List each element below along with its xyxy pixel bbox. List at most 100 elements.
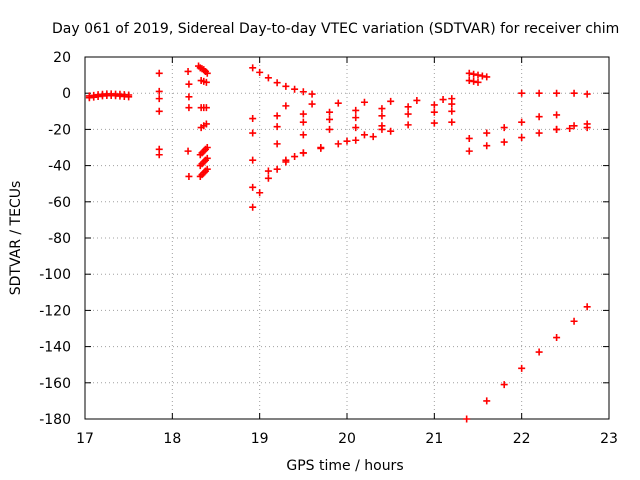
data-point [404,121,412,129]
data-point [470,77,478,85]
data-point [155,107,163,115]
data-point [264,74,272,82]
data-point [203,165,211,173]
series-track-e [197,104,210,112]
data-point [256,189,264,197]
data-point [465,77,473,85]
data-point [185,172,193,180]
data-point [326,108,334,116]
data-point [553,89,561,97]
data-point [463,415,471,423]
y-tick-label: -100 [39,267,71,283]
data-point [465,134,473,142]
data-point [387,127,395,135]
data-point [308,90,316,98]
data-point [448,118,456,126]
y-axis-label: SDTVAR / TECUs [8,181,24,296]
data-point [264,174,272,182]
data-point [282,158,290,166]
data-point [308,100,316,108]
data-point [439,96,447,104]
data-point [413,96,421,104]
series-track-h [196,154,211,170]
data-point [352,106,360,114]
data-point [518,134,526,142]
x-tick-label: 21 [425,431,443,447]
chart-title: Day 061 of 2019, Sidereal Day-to-day VTE… [52,21,619,37]
series-track-late-5 [465,120,591,155]
data-point [387,97,395,105]
data-point [184,67,192,75]
data-point [570,317,578,325]
data-point [583,90,591,98]
data-point [535,348,543,356]
data-point [483,142,491,150]
data-point [326,115,334,123]
data-point [155,151,163,159]
data-point [535,129,543,137]
data-point [299,149,307,157]
y-tick-label: -120 [39,303,71,319]
data-point [483,397,491,405]
data-point [299,131,307,139]
data-point [465,147,473,155]
data-point [553,334,561,342]
x-tick-label: 23 [600,431,618,447]
data-point [360,131,368,139]
data-point [535,113,543,121]
data-point [282,82,290,90]
points-layer [85,62,591,423]
series-track-g [196,144,211,159]
series-band-4 [249,118,456,164]
x-tick-label: 22 [513,431,531,447]
data-point [291,85,299,93]
data-point [155,87,163,95]
y-tick-label: -180 [39,412,71,428]
data-point [352,136,360,144]
data-point [483,129,491,137]
x-tick-label: 18 [163,431,181,447]
data-point [273,123,281,131]
series-track-f [197,120,210,132]
data-point [334,99,342,107]
series-band-3 [249,107,456,137]
series-track-bottom [463,303,591,423]
data-point [249,183,257,191]
data-point [256,68,264,76]
data-point [299,118,307,126]
data-point [500,138,508,146]
data-point [291,153,299,161]
data-point [352,124,360,132]
data-point [249,115,257,123]
series-track-late-2 [465,77,482,86]
data-point [378,112,386,120]
series-band-2 [249,100,456,123]
data-point [378,125,386,133]
y-tick-label: -20 [48,122,71,138]
y-tick-label: 0 [62,86,71,102]
y-tick-label: -40 [48,159,71,175]
data-point [430,119,438,127]
data-point [474,78,482,86]
data-point [360,98,368,106]
data-point [317,144,325,151]
data-point [202,120,210,128]
data-point [430,101,438,109]
data-point [404,103,412,111]
series-track-b [85,92,133,102]
data-point [570,122,578,130]
data-point [184,147,192,155]
data-point [518,118,526,126]
data-point [566,124,574,132]
data-point [474,71,482,79]
data-point [249,129,257,137]
data-point [185,80,193,88]
data-point [249,203,257,211]
data-point [448,100,456,108]
data-point [553,125,561,133]
data-point [583,303,591,311]
data-point [125,93,133,101]
series-track-late-3 [518,89,591,98]
x-tick-label: 17 [76,431,94,447]
